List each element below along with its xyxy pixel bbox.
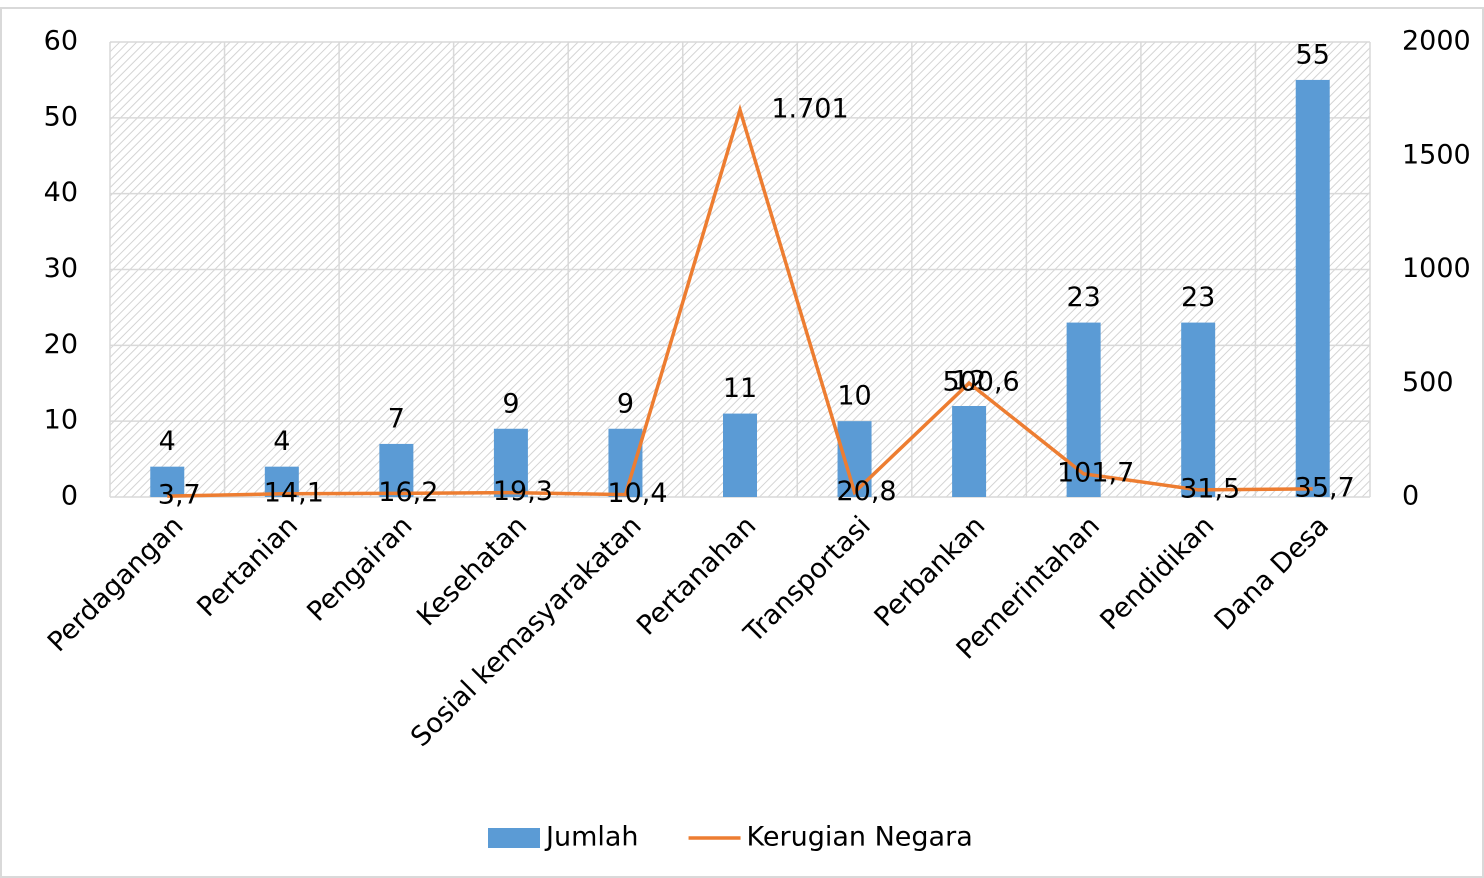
bar [952,406,987,497]
bar [264,466,299,497]
y-tick-label: 20 [44,329,78,360]
bar-value-label: 9 [617,388,634,419]
bar-value-label: 11 [723,373,757,404]
y-tick-label: 30 [44,253,78,284]
line-value-label: 1.701 [771,94,848,125]
legend-label: Jumlah [544,822,639,853]
y2-tick-label: 1000 [1402,253,1471,284]
y-tick-label: 60 [44,26,78,57]
line-value-label: 101,7 [1057,457,1134,488]
bar [493,428,528,497]
bar-value-label: 23 [1066,282,1100,313]
bar [1181,322,1216,497]
legend-swatch [488,828,540,848]
line-value-label: 16,2 [378,477,438,508]
line-value-label: 14,1 [264,477,324,508]
line-value-label: 3,7 [158,480,201,511]
bar-value-label: 4 [159,426,176,457]
line [167,103,1313,498]
line-value-label: 35,7 [1295,472,1355,503]
line-value-label: 500,6 [942,367,1019,398]
bar [379,443,414,497]
line-value-label: 10,4 [607,478,667,509]
y2-tick-label: 1500 [1402,139,1471,170]
bar [723,413,757,497]
y2-tick-label: 0 [1402,481,1419,512]
y2-tick-label: 2000 [1402,26,1471,57]
line-value-label: 31,5 [1180,473,1240,504]
bar [150,466,185,497]
line-value-label: 20,8 [836,476,896,507]
y-tick-label: 40 [44,177,78,208]
bar [1295,79,1330,498]
y-tick-label: 10 [44,405,78,436]
bar-value-label: 7 [388,403,405,434]
y-tick-label: 0 [61,481,78,512]
bar-value-label: 23 [1181,282,1215,313]
legend-label: Kerugian Negara [747,822,973,853]
bar-value-label: 10 [837,381,871,412]
bar [608,428,643,497]
bar [1066,322,1101,497]
y-tick-label: 50 [44,101,78,132]
bar-value-label: 55 [1296,39,1330,70]
bar-value-label: 4 [273,426,290,457]
y2-tick-label: 500 [1402,367,1454,398]
line-value-label: 19,3 [493,476,553,507]
bar-value-label: 9 [502,388,519,419]
